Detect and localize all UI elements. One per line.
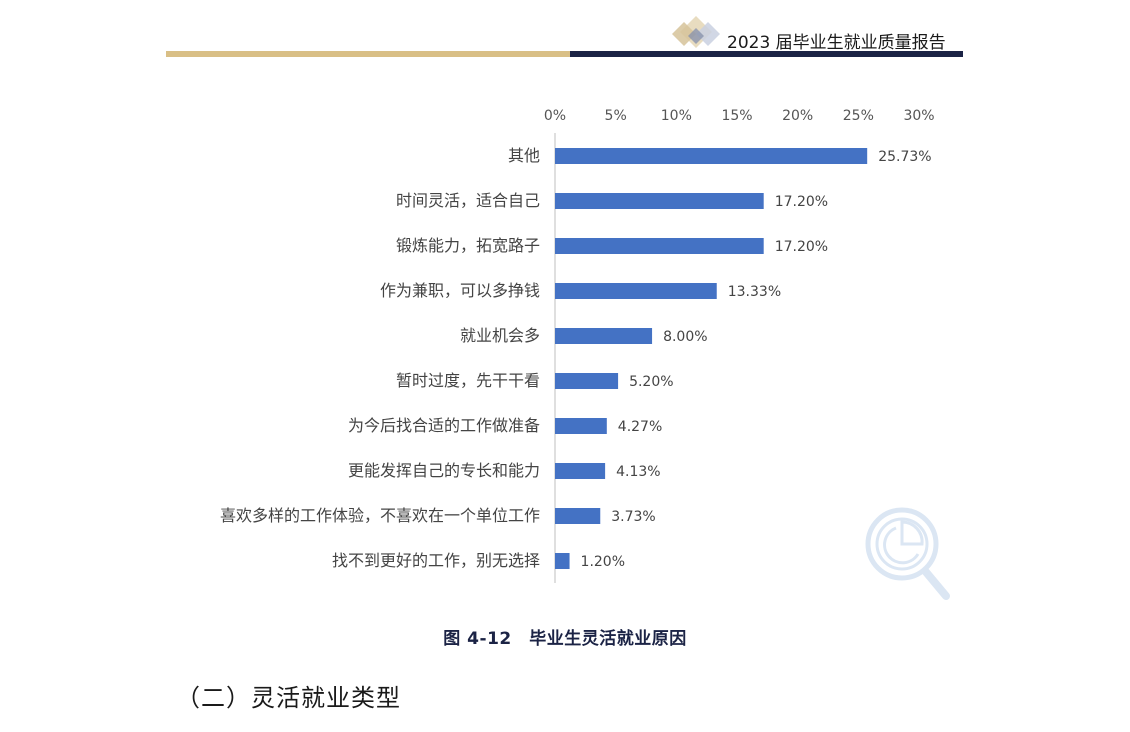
magnifier-chart-watermark-icon (865, 507, 950, 600)
category-label: 更能发挥自己的专长和能力 (348, 461, 540, 480)
header-rule-navy (570, 51, 963, 57)
bar-value-label: 3.73% (611, 509, 655, 525)
header-rule-gold (166, 51, 570, 57)
bar-value-label: 8.00% (663, 329, 707, 345)
bar-value-label: 17.20% (775, 239, 828, 255)
bar (555, 508, 601, 524)
bar (555, 283, 717, 299)
x-tick-label: 10% (661, 108, 692, 124)
category-label: 其他 (508, 146, 540, 165)
category-label: 为今后找合适的工作做准备 (348, 416, 540, 435)
x-tick-label: 0% (544, 108, 566, 124)
bar (555, 418, 607, 434)
bar (555, 328, 653, 344)
bar-value-label: 17.20% (775, 194, 828, 210)
bar-value-label: 1.20% (581, 554, 625, 570)
x-tick-label: 5% (605, 108, 627, 124)
section-heading: （二）灵活就业类型 (176, 684, 401, 712)
bar-value-label: 4.27% (618, 419, 662, 435)
reasons-bar-chart: 0% 5% 10% 15% 20% 25% 30% 其他 25.73% 时间灵活，适合自己 17.… (220, 108, 935, 583)
bar-series: 其他 25.73% 时间灵活，适合自己 17.20% 锻炼能力，拓宽路子 17.20% 作为… (220, 146, 932, 570)
category-label: 找不到更好的工作，别无选择 (332, 551, 540, 570)
bar (555, 373, 619, 389)
bar-value-label: 25.73% (878, 149, 931, 165)
category-label: 暂时过度，先干干看 (396, 371, 540, 390)
x-tick-label: 25% (843, 108, 874, 124)
bar (555, 148, 868, 164)
category-label: 时间灵活，适合自己 (396, 191, 540, 210)
x-tick-label: 20% (782, 108, 813, 124)
bar-value-label: 13.33% (728, 284, 781, 300)
bar (555, 238, 764, 254)
report-header-title: 2023 届毕业生就业质量报告 (727, 33, 946, 53)
report-logo-icon (672, 16, 720, 48)
x-tick-label: 30% (903, 108, 934, 124)
bar-value-label: 4.13% (616, 464, 660, 480)
bar-value-label: 5.20% (629, 374, 673, 390)
category-label: 就业机会多 (460, 326, 540, 345)
bar (555, 193, 764, 209)
x-tick-label: 15% (721, 108, 752, 124)
category-label: 作为兼职，可以多挣钱 (380, 281, 540, 300)
bar (555, 553, 570, 569)
bar (555, 463, 606, 479)
figure-caption: 图 4-12 毕业生灵活就业原因 (443, 629, 687, 649)
category-label: 锻炼能力，拓宽路子 (396, 236, 540, 255)
category-label: 喜欢多样的工作体验，不喜欢在一个单位工作 (220, 506, 540, 525)
